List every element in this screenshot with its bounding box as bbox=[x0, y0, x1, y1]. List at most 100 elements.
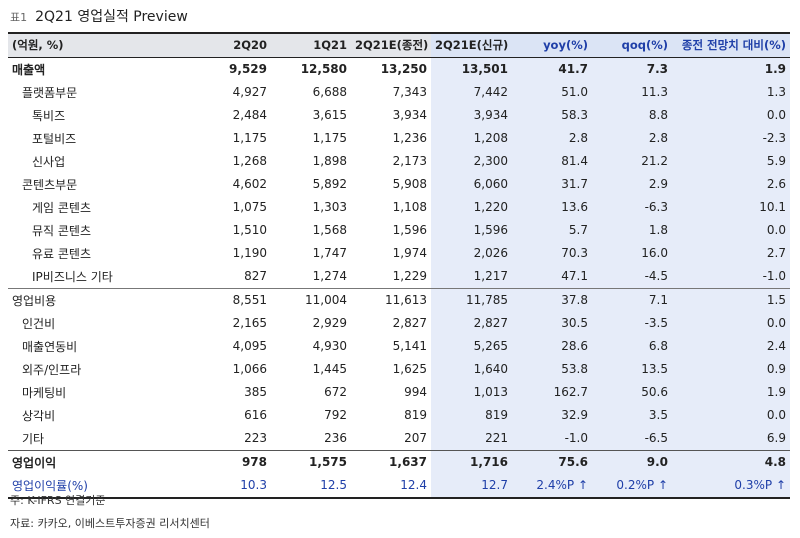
cell: 2,484 bbox=[232, 108, 267, 122]
cell: 53.8 bbox=[512, 357, 592, 381]
cell: 162.7 bbox=[512, 380, 592, 404]
cell: 5,141 bbox=[392, 339, 427, 353]
cell: 6.8 bbox=[592, 334, 672, 358]
table-row: 콘텐츠부문 4,602 5,892 5,908 6,060 31.7 2.9 2… bbox=[8, 172, 790, 196]
cell: 819 bbox=[431, 403, 512, 427]
cell: 1,596 bbox=[392, 223, 427, 237]
cell: 5.7 bbox=[512, 218, 592, 242]
cell: 1.3 bbox=[672, 80, 790, 104]
cell: 221 bbox=[431, 426, 512, 450]
cell: 0.9 bbox=[672, 357, 790, 381]
cell: 223 bbox=[244, 431, 267, 445]
cell: 7.1 bbox=[592, 287, 672, 312]
cell: 1,716 bbox=[431, 449, 512, 474]
cell: 0.2%P ↑ bbox=[592, 473, 672, 499]
cell: 1,066 bbox=[232, 362, 267, 376]
cell: 1,625 bbox=[392, 362, 427, 376]
row-label: 영업이익 bbox=[8, 449, 191, 474]
table-row: 유료 콘텐츠 1,190 1,747 1,974 2,026 70.3 16.0… bbox=[8, 241, 790, 265]
cell: 10.1 bbox=[672, 195, 790, 219]
row-label: 기타 bbox=[22, 431, 45, 446]
cell: 4.8 bbox=[672, 449, 790, 474]
cell: 236 bbox=[324, 431, 347, 445]
cell: 0.0 bbox=[672, 403, 790, 427]
cell: 13,250 bbox=[380, 62, 427, 76]
col-header-1q21: 1Q21 bbox=[271, 32, 351, 58]
cell: 1,640 bbox=[431, 357, 512, 381]
table-row: 매출연동비 4,095 4,930 5,141 5,265 28.6 6.8 2… bbox=[8, 334, 790, 358]
table-row: 톡비즈 2,484 3,615 3,934 3,934 58.3 8.8 0.0 bbox=[8, 103, 790, 127]
title-prefix: 표1 bbox=[10, 11, 28, 24]
cell: 2,929 bbox=[312, 316, 347, 330]
cell: 21.2 bbox=[592, 149, 672, 173]
col-header-2q21e-new: 2Q21E(신규) bbox=[431, 32, 512, 58]
cell: 1,108 bbox=[392, 200, 427, 214]
cell: 7,442 bbox=[431, 80, 512, 104]
cell: 994 bbox=[404, 385, 427, 399]
cell: 9,529 bbox=[229, 62, 267, 76]
cell: 2,173 bbox=[392, 154, 427, 168]
cell: 11,004 bbox=[271, 287, 351, 312]
cell: 0.0 bbox=[672, 103, 790, 127]
cell: 58.3 bbox=[512, 103, 592, 127]
cell: 2,827 bbox=[392, 316, 427, 330]
cell: 1,445 bbox=[312, 362, 347, 376]
cell: 4,930 bbox=[312, 339, 347, 353]
row-label: 영업이익률(%) bbox=[8, 473, 191, 499]
cell: 1,274 bbox=[312, 269, 347, 283]
cell: 2.9 bbox=[592, 172, 672, 196]
cell: 1,575 bbox=[271, 449, 351, 474]
table-row: 포털비즈 1,175 1,175 1,236 1,208 2.8 2.8 -2.… bbox=[8, 126, 790, 150]
cell: 4,095 bbox=[232, 339, 267, 353]
col-header-yoy: yoy(%) bbox=[512, 32, 592, 58]
cell: 978 bbox=[191, 449, 271, 474]
cell: 1,075 bbox=[232, 200, 267, 214]
table-row: 플랫폼부문 4,927 6,688 7,343 7,442 51.0 11.3 … bbox=[8, 80, 790, 104]
cell: 7,343 bbox=[392, 85, 427, 99]
cell: 672 bbox=[324, 385, 347, 399]
cell: 2,827 bbox=[431, 311, 512, 335]
cell: 1,229 bbox=[392, 269, 427, 283]
cell: 1,303 bbox=[312, 200, 347, 214]
table-row: IP비즈니스 기타 827 1,274 1,229 1,217 47.1 -4.… bbox=[8, 264, 790, 288]
cell: 32.9 bbox=[512, 403, 592, 427]
row-label: 외주/인프라 bbox=[22, 362, 82, 377]
cell: 1,637 bbox=[351, 449, 431, 474]
cell: 1.8 bbox=[592, 218, 672, 242]
table-row: 인건비 2,165 2,929 2,827 2,827 30.5 -3.5 0.… bbox=[8, 311, 790, 335]
cell: 1,236 bbox=[392, 131, 427, 145]
cell: 6.9 bbox=[672, 426, 790, 450]
cell: 616 bbox=[244, 408, 267, 422]
row-label: 상각비 bbox=[22, 408, 56, 423]
cell: 50.6 bbox=[592, 380, 672, 404]
table-row: 게임 콘텐츠 1,075 1,303 1,108 1,220 13.6 -6.3… bbox=[8, 195, 790, 219]
table-row: 마케팅비 385 672 994 1,013 162.7 50.6 1.9 bbox=[8, 380, 790, 404]
col-header-2q21e-prev: 2Q21E(종전) bbox=[351, 32, 431, 58]
cell: 2.7 bbox=[672, 241, 790, 265]
cell: 47.1 bbox=[512, 264, 592, 288]
cell: 1,220 bbox=[431, 195, 512, 219]
cell: 30.5 bbox=[512, 311, 592, 335]
row-label: 포털비즈 bbox=[32, 131, 77, 146]
cell: -6.5 bbox=[592, 426, 672, 450]
cell: 1,747 bbox=[312, 246, 347, 260]
cell: 6,688 bbox=[312, 85, 347, 99]
cell: 13.5 bbox=[592, 357, 672, 381]
cell: 2.6 bbox=[672, 172, 790, 196]
cell: 4,602 bbox=[232, 177, 267, 191]
cell: -3.5 bbox=[592, 311, 672, 335]
row-label: 플랫폼부문 bbox=[22, 85, 78, 100]
title-text: 2Q21 영업실적 Preview bbox=[35, 9, 188, 25]
cell: 2.8 bbox=[592, 126, 672, 150]
cell: 2.4 bbox=[672, 334, 790, 358]
row-label: 콘텐츠부문 bbox=[22, 177, 78, 192]
header-row: (억원, %) 2Q20 1Q21 2Q21E(종전) 2Q21E(신규) yo… bbox=[8, 32, 790, 58]
cell: 31.7 bbox=[512, 172, 592, 196]
cell: 75.6 bbox=[512, 449, 592, 474]
table-row: 기타 223 236 207 221 -1.0 -6.5 6.9 bbox=[8, 426, 790, 450]
cell: 51.0 bbox=[512, 80, 592, 104]
table-row: 영업이익 978 1,575 1,637 1,716 75.6 9.0 4.8 bbox=[8, 449, 790, 474]
cell: 792 bbox=[324, 408, 347, 422]
cell: 7.3 bbox=[592, 57, 672, 81]
cell: 12.4 bbox=[351, 473, 431, 499]
